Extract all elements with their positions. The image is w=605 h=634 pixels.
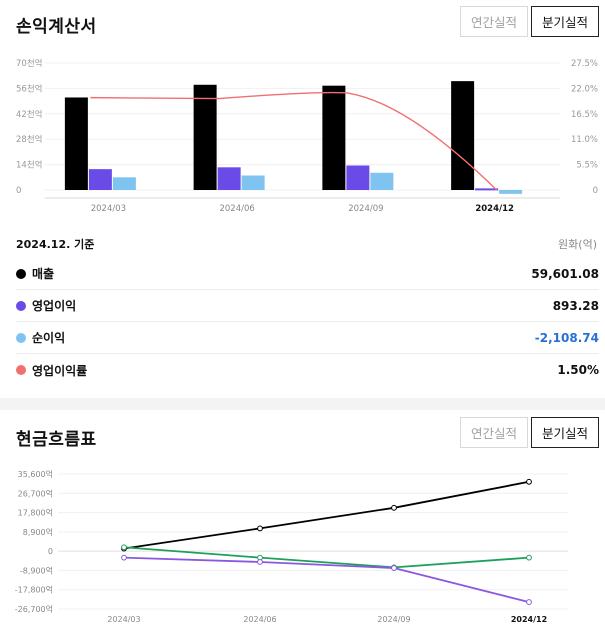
x-tick-label: 2024/06 [243, 615, 276, 624]
data-point [391, 565, 397, 571]
y-tick-label: 35,600억 [18, 469, 53, 479]
y-tick-label: -8,900억 [20, 565, 53, 575]
data-point [121, 544, 127, 551]
income-chart: 70천억 27.5% 56천억 22.0% 42천억 16.5% 28천억 11.0% 14천억… [16, 58, 598, 214]
summary-row-operating-profit: 영업이익 893.28 [16, 290, 599, 322]
x-tick-label: 2024/09 [348, 204, 383, 214]
quarterly-results-button[interactable]: 분기실적 [530, 417, 599, 448]
bar [499, 190, 523, 194]
data-point [257, 525, 263, 532]
data-point [257, 559, 263, 565]
data-point [526, 599, 532, 605]
bar [346, 165, 370, 190]
revenue-legend-dot [16, 268, 26, 279]
income-period-toggle: 연간실적 분기실적 [459, 6, 599, 37]
base-date: 2024.12. 기준 [16, 238, 95, 251]
operating-margin-legend-dot [16, 365, 26, 375]
data-point [526, 478, 532, 485]
income-statement-title: 손익계산서 [16, 17, 97, 37]
bar [88, 169, 112, 190]
cash-flow-chart: 35,600억 26,700억 17,800억 8,900억 0 -8,900억 -17,8… [15, 469, 568, 624]
bar [193, 84, 217, 190]
bar [370, 172, 394, 190]
y-tick-label: 26,700억 [18, 488, 53, 498]
y2-tick-label: 0 [593, 186, 598, 196]
summary-row-net-income: 순이익 -2,108.74 [16, 322, 599, 354]
y2-tick-label: 11.0% [571, 135, 598, 145]
y-tick-label: -26,700억 [15, 604, 53, 614]
x-tick-label: 2024/09 [377, 615, 410, 624]
cash-flow-title: 현금흐름표 [16, 430, 97, 450]
revenue-label: 매출 [32, 267, 55, 281]
bar [112, 177, 136, 190]
cash-flow-series-line [123, 480, 530, 550]
x-tick-label: 2024/12 [511, 615, 547, 624]
y2-tick-label: 16.5% [571, 110, 598, 120]
unit-label: 원화(억) [558, 238, 597, 251]
operating-margin-line [90, 91, 498, 191]
net-income-legend-dot [16, 332, 26, 343]
section-divider [0, 398, 605, 410]
annual-results-button[interactable]: 연간실적 [459, 6, 528, 37]
data-point [121, 554, 127, 561]
cash-flow-series-line [123, 546, 530, 569]
operating-profit-value: 893.28 [552, 298, 599, 313]
bar [241, 175, 265, 190]
operating-profit-legend-dot [16, 300, 26, 311]
revenue-value: 59,601.08 [531, 266, 599, 281]
y-tick-label: -17,800억 [15, 585, 53, 595]
data-point [526, 554, 532, 561]
cash-period-toggle: 연간실적 분기실적 [459, 417, 599, 448]
cash-flow-section: 현금흐름표 연간실적 분기실적 35,600억 26,700억 17,800억 8,9… [0, 410, 605, 634]
operating-profit-label: 영업이익 [32, 299, 77, 313]
y-tick-label: 70천억 [16, 58, 42, 69]
y2-tick-label: 5.5% [576, 161, 598, 171]
y-tick-label: 8,900억 [23, 527, 53, 537]
bar [475, 188, 499, 191]
y-tick-label: 0 [48, 547, 53, 556]
bar [217, 167, 241, 190]
operating-margin-value: 1.50% [557, 363, 599, 377]
y-tick-label: 14천억 [16, 160, 42, 171]
x-tick-label: 2024/12 [475, 204, 514, 214]
annual-results-button[interactable]: 연간실적 [459, 417, 528, 448]
summary-row-revenue: 매출 59,601.08 [16, 258, 599, 290]
data-point [391, 504, 397, 511]
x-tick-label: 2024/06 [219, 204, 254, 214]
x-tick-label: 2024/03 [91, 204, 126, 214]
quarterly-results-button[interactable]: 분기실적 [530, 6, 599, 37]
bar [64, 97, 88, 190]
y2-tick-label: 27.5% [571, 59, 598, 69]
cash-flow-series-line [123, 556, 530, 603]
y-tick-label: 56천억 [16, 83, 42, 94]
y-tick-label: 42천억 [16, 109, 42, 120]
x-tick-label: 2024/03 [107, 615, 140, 624]
y-tick-label: 17,800억 [18, 508, 53, 518]
operating-margin-label: 영업이익률 [32, 363, 88, 378]
income-summary-list: 매출 59,601.08 영업이익 893.28 순이익 -2,108.74 영… [16, 258, 599, 386]
net-income-value: -2,108.74 [534, 330, 599, 345]
net-income-label: 순이익 [32, 331, 66, 345]
y2-tick-label: 22.0% [571, 84, 598, 94]
bar [322, 85, 346, 190]
income-statement-section: 손익계산서 연간실적 분기실적 70천억 27.5% 56천억 22.0% 42천억 16… [16, 6, 599, 386]
summary-row-operating-margin: 영업이익률 1.50% [16, 354, 599, 386]
y-tick-label: 0 [16, 186, 21, 196]
bar [451, 81, 475, 190]
y-tick-label: 28천억 [16, 134, 42, 145]
